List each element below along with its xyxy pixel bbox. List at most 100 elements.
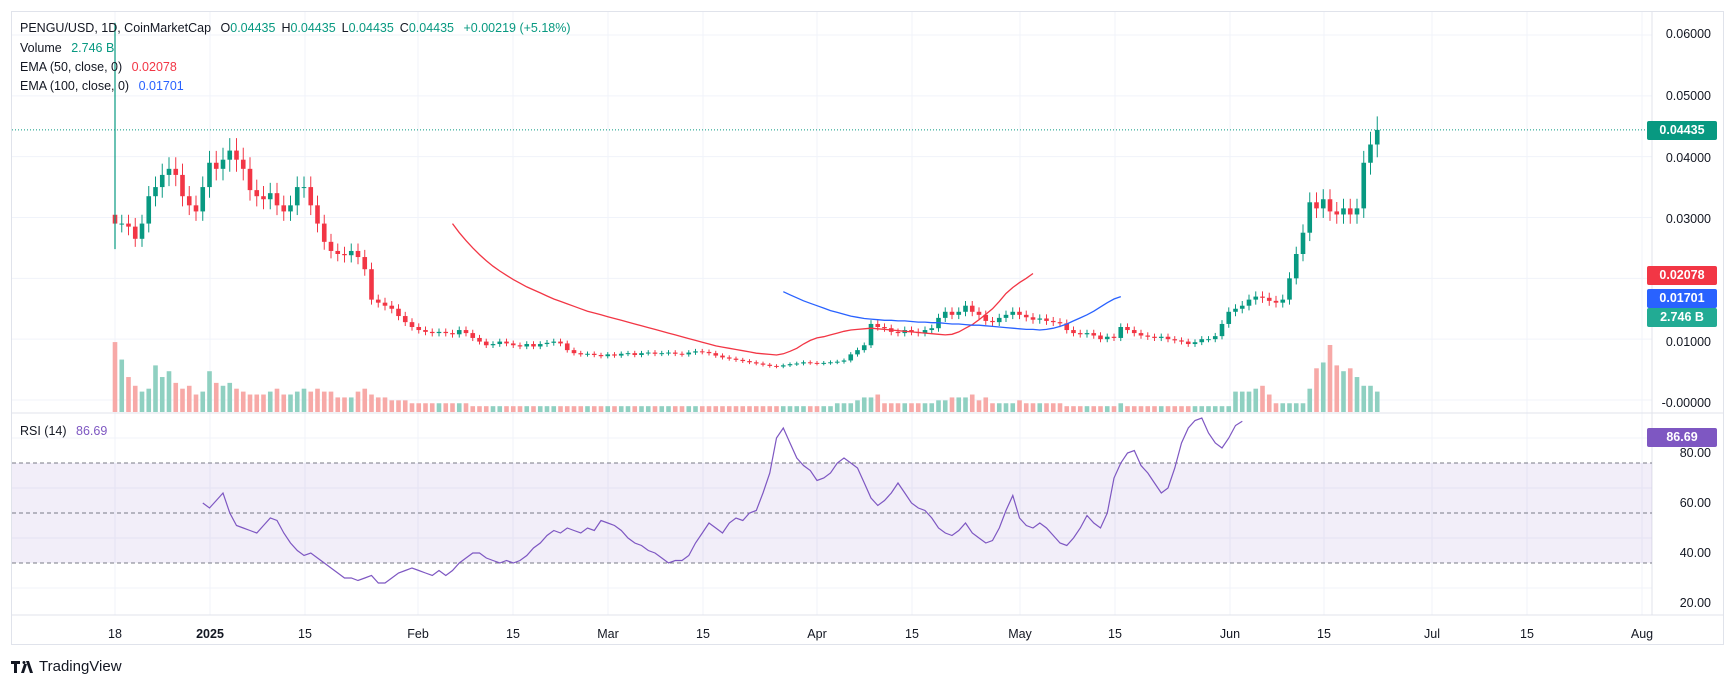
candle-body [794, 363, 800, 365]
brand-name: TradingView [39, 658, 122, 675]
volume-bar [659, 406, 665, 412]
volume-bar [1374, 391, 1380, 412]
volume-bar [119, 359, 125, 412]
volume-bar [726, 406, 732, 412]
volume-bar [875, 394, 881, 412]
volume-legend[interactable]: Volume 2.746 B [20, 41, 114, 56]
candle-body [679, 353, 685, 355]
volume-bar [821, 406, 827, 412]
volume-bar [956, 397, 962, 412]
candle-body [787, 364, 793, 366]
volume-bar [855, 400, 860, 412]
volume-bar [166, 371, 172, 412]
candle-body [1219, 323, 1225, 337]
volume-bar [342, 397, 347, 412]
volume-bar [976, 400, 982, 412]
volume-bar [369, 394, 374, 412]
volume-bar [558, 406, 563, 412]
candle-body [1293, 254, 1299, 279]
time-tick: Apr [807, 627, 827, 641]
candle-body [1300, 232, 1306, 254]
volume-bar [288, 394, 293, 412]
candle-body [909, 330, 914, 332]
candle-body [929, 328, 935, 331]
volume-bar [834, 403, 840, 412]
volume-bar [1307, 388, 1313, 412]
candle-body [1010, 311, 1016, 315]
volume-bar [909, 403, 914, 412]
candle-body [1145, 335, 1151, 337]
candle-body [1280, 299, 1286, 303]
volume-bar [544, 406, 550, 412]
candle-body [875, 323, 881, 327]
candle-body [1165, 336, 1171, 340]
volume-bar [1368, 385, 1373, 412]
volume-bar [1354, 377, 1360, 412]
volume-bar [929, 403, 935, 412]
candle-body [996, 317, 1002, 323]
ema100-legend[interactable]: EMA (100, close, 0) 0.01701 [20, 79, 184, 94]
candle-body [524, 344, 530, 347]
ema50-legend[interactable]: EMA (50, close, 0) 0.02078 [20, 60, 177, 75]
volume-bar [1226, 406, 1232, 412]
volume-bar [1098, 406, 1103, 412]
volume-bar [159, 377, 165, 412]
tradingview-brand[interactable]: TradingView [11, 658, 122, 675]
volume-bar [139, 391, 145, 412]
time-tick: Aug [1630, 627, 1654, 641]
candle-body [1260, 296, 1265, 298]
rsi-legend[interactable]: RSI (14) 86.69 [20, 424, 107, 439]
ema50-price-tag: 0.02078 [1647, 266, 1717, 285]
candle-body [990, 320, 995, 323]
candle-body [1327, 199, 1333, 212]
volume-bar [1104, 406, 1110, 412]
candle-body [1246, 299, 1252, 306]
candle-body [342, 254, 347, 256]
volume-bar [240, 391, 246, 412]
volume-bar [1341, 371, 1346, 412]
volume-bar [402, 400, 408, 412]
ohlc-values: O0.04435 H0.04435 L0.04435 C0.04435 [215, 21, 455, 35]
candle-body [1050, 320, 1056, 323]
volume-bar [639, 406, 644, 412]
volume-bar [1044, 403, 1049, 412]
volume-bar [1219, 406, 1225, 412]
rsi-tag: 86.69 [1647, 428, 1717, 447]
candle-body [1071, 330, 1076, 334]
volume-bar [1266, 394, 1272, 412]
candle-body [693, 351, 698, 353]
candle-body [753, 362, 759, 364]
candle-body [1206, 339, 1211, 341]
volume-bar [112, 342, 118, 412]
volume-value: 2.746 B [71, 41, 115, 55]
candle-body [1104, 336, 1110, 340]
candle-body [186, 196, 192, 206]
candle-body [780, 365, 786, 367]
volume-bar [227, 382, 233, 412]
candle-body [450, 333, 455, 335]
volume-bar [247, 394, 253, 412]
volume-bar [983, 397, 989, 412]
volume-bar [1010, 403, 1016, 412]
candle-body [1334, 211, 1340, 215]
candle-body [1131, 330, 1137, 334]
symbol-legend[interactable]: PENGU/USD, 1D, CoinMarketCap O0.04435 H0.… [20, 21, 571, 36]
candle-body [1017, 311, 1022, 315]
volume-bar [308, 391, 314, 412]
candle-body [632, 353, 638, 355]
candle-body [517, 345, 523, 347]
candle-body [1347, 208, 1353, 215]
candle-body [355, 250, 361, 258]
volume-bar [321, 391, 327, 412]
candle-body [841, 360, 847, 362]
time-tick: 15 [696, 627, 710, 641]
candle-body [922, 330, 928, 334]
volume-bar [1152, 406, 1157, 412]
candle-body [956, 311, 962, 315]
volume-bar [450, 403, 455, 412]
ema100-value: 0.01701 [138, 79, 184, 93]
candle-body [504, 341, 509, 344]
candle-body [382, 302, 388, 306]
candle-body [821, 362, 827, 364]
